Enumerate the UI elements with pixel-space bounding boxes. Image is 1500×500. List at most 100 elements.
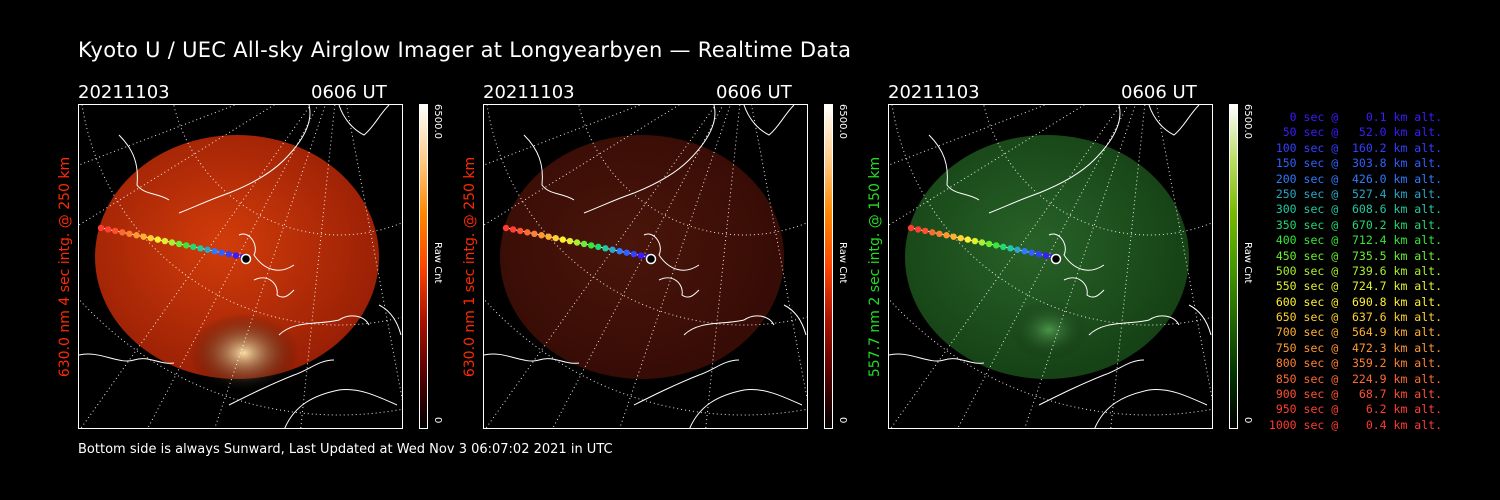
trajectory-point — [175, 240, 183, 248]
legend-entry: 300 sec @ 608.6 km alt. — [1268, 202, 1442, 217]
colorbar-unit-label: Raw Cnt — [432, 242, 443, 284]
station-marker — [645, 253, 657, 265]
trajectory-point — [1000, 243, 1007, 251]
trajectory-point — [104, 226, 112, 233]
trajectory-point — [552, 234, 559, 242]
colorbar-min-label: 0 — [432, 417, 443, 424]
panel-time: 0606 UT — [1121, 82, 1197, 103]
trajectory-point — [133, 232, 140, 239]
trajectory-point — [147, 234, 154, 242]
station-marker — [1050, 253, 1062, 265]
trajectory-point — [922, 227, 929, 235]
legend-entry: 100 sec @ 160.2 km alt. — [1268, 140, 1442, 155]
trajectory-point — [197, 245, 204, 252]
trajectory-point — [971, 237, 979, 245]
trajectory-point — [907, 224, 915, 232]
legend-entry: 700 sec @ 564.9 km alt. — [1268, 325, 1442, 340]
allsky-image — [483, 104, 808, 429]
footer-note: Bottom side is always Sunward, Last Upda… — [78, 442, 613, 457]
legend-entry: 50 sec @ 52.0 km alt. — [1268, 125, 1442, 140]
legend-entry: 550 sec @ 724.7 km alt. — [1268, 279, 1442, 294]
trajectory-point — [140, 233, 147, 240]
trajectory-point — [517, 227, 524, 235]
colorbar-min-label: 0 — [837, 417, 848, 424]
trajectory-point — [161, 237, 169, 245]
ylabel-text: 630.0 nm 4 sec intg. @ 250 km — [57, 156, 73, 377]
trajectory-point — [950, 233, 957, 240]
legend-entry: 650 sec @ 637.6 km alt. — [1268, 310, 1442, 325]
trajectory-point — [168, 239, 176, 246]
trajectory-point — [1014, 246, 1021, 253]
legend-entry: 500 sec @ 739.6 km alt. — [1268, 263, 1442, 278]
colorbar — [1229, 104, 1238, 429]
panel-ylabel: 630.0 nm 4 sec intg. @ 250 km — [56, 104, 74, 429]
allsky-image — [888, 104, 1213, 429]
imager-panel-1: 20211103 0606 UT 630.0 nm 4 sec intg. @ … — [57, 82, 498, 432]
trajectory-point — [509, 226, 517, 233]
trajectory-point — [573, 239, 581, 246]
legend-entry: 800 sec @ 359.2 km alt. — [1268, 356, 1442, 371]
legend-entry: 250 sec @ 527.4 km alt. — [1268, 186, 1442, 201]
legend-entry: 750 sec @ 472.3 km alt. — [1268, 340, 1442, 355]
colorbar — [419, 104, 428, 429]
trajectory-point — [545, 233, 552, 240]
colorbar-unit-label: Raw Cnt — [1242, 242, 1253, 284]
legend-entry: 850 sec @ 224.9 km alt. — [1268, 371, 1442, 386]
imager-panel-2: 20211103 0606 UT 630.0 nm 1 sec intg. @ … — [462, 82, 903, 432]
panel-ylabel: 557.7 nm 2 sec intg. @ 150 km — [866, 104, 884, 429]
trajectory-point — [190, 243, 197, 251]
trajectory-point — [1021, 248, 1028, 255]
ylabel-text: 630.0 nm 1 sec intg. @ 250 km — [462, 156, 478, 377]
page-title: Kyoto U / UEC All-sky Airglow Imager at … — [78, 38, 852, 62]
trajectory-point — [538, 232, 545, 239]
trajectory-point — [993, 242, 1000, 249]
trajectory-point — [595, 243, 602, 251]
colorbar-max-label: 6500.0 — [837, 104, 848, 139]
trajectory-point — [559, 236, 566, 243]
colorbar-min-label: 0 — [1242, 417, 1253, 424]
colorbar-max-label: 6500.0 — [432, 104, 443, 139]
trajectory-point — [211, 248, 218, 255]
trajectory-point — [623, 249, 630, 256]
trajectory-point — [964, 236, 971, 243]
trajectory-point — [588, 242, 595, 249]
trajectory-point — [218, 249, 225, 256]
panel-date: 20211103 — [483, 82, 575, 103]
trajectory-point — [978, 239, 986, 246]
trajectory-point — [609, 246, 616, 253]
panel-time: 0606 UT — [716, 82, 792, 103]
legend-entry: 400 sec @ 712.4 km alt. — [1268, 233, 1442, 248]
trajectory-point — [630, 250, 637, 258]
trajectory-point — [183, 242, 190, 249]
legend-entry: 150 sec @ 303.8 km alt. — [1268, 156, 1442, 171]
trajectory-point — [1028, 249, 1035, 256]
trajectory-point — [957, 234, 964, 242]
trajectory-point — [566, 237, 574, 245]
trajectory-point — [1042, 252, 1050, 259]
legend-entry: 600 sec @ 690.8 km alt. — [1268, 294, 1442, 309]
trajectory-point — [602, 245, 609, 252]
trajectory-point — [580, 240, 588, 248]
legend-entry: 0 sec @ 0.1 km alt. — [1268, 110, 1442, 124]
legend-entry: 450 sec @ 735.5 km alt. — [1268, 248, 1442, 263]
trajectory-point — [232, 252, 240, 259]
legend-entry: 900 sec @ 68.7 km alt. — [1268, 387, 1442, 402]
trajectory-point — [225, 250, 232, 258]
trajectory-point — [97, 224, 105, 232]
trajectory-point — [126, 230, 133, 237]
trajectory-point — [112, 227, 119, 235]
colorbar-max-label: 6500.0 — [1242, 104, 1253, 139]
panel-time: 0606 UT — [311, 82, 387, 103]
trajectory-point — [637, 252, 645, 259]
trajectory-point — [154, 236, 161, 243]
trajectory-point — [1007, 245, 1014, 252]
trajectory-point — [502, 224, 510, 232]
legend-entry: 950 sec @ 6.2 km alt. — [1268, 402, 1442, 417]
station-marker — [240, 253, 252, 265]
ylabel-text: 557.7 nm 2 sec intg. @ 150 km — [867, 156, 883, 377]
trajectory-point — [616, 248, 623, 255]
trajectory-point — [936, 230, 943, 237]
panel-date: 20211103 — [888, 82, 980, 103]
trajectory-point — [119, 229, 126, 236]
trajectory-legend: 0 sec @ 0.1 km alt. 50 sec @ 52.0 km alt… — [1262, 110, 1442, 433]
